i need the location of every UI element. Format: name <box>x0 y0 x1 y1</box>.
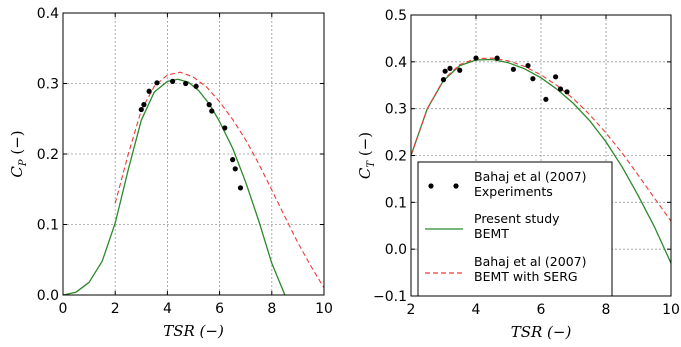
ct-y-label-main: C <box>356 167 374 179</box>
ct-y-tick-label: 0.5 <box>385 8 407 24</box>
cp-tick-labels: 0 2 4 6 8 10 0.0 0.1 0.2 0.3 0.4 <box>37 6 333 317</box>
legend-entry-present: Present study BEMT <box>425 211 560 241</box>
cp-x-label-main: TSR (−) <box>163 322 224 340</box>
cp-experiment-point <box>232 166 238 172</box>
cp-x-tick-label: 0 <box>59 301 68 317</box>
ct-tick-labels: 2 4 6 8 10 −0.1 0.0 0.1 0.2 0.3 0.4 0.5 <box>373 8 680 318</box>
cp-y-tick-label: 0.4 <box>37 6 59 22</box>
cp-experiment-point <box>206 102 212 108</box>
ct-experiment-point <box>530 76 536 82</box>
cp-experiment-points <box>138 78 244 191</box>
cp-experiment-point <box>138 106 144 113</box>
ct-experiment-point <box>473 55 479 61</box>
ct-experiment-point <box>510 66 516 72</box>
cp-y-tick-label: 0.0 <box>37 288 59 304</box>
ct-experiment-point <box>440 77 447 83</box>
cp-experiment-point <box>146 88 152 94</box>
cp-y-label-sub: P <box>18 159 29 167</box>
cp-x-tick-label: 8 <box>267 301 276 317</box>
legend-present-line1: Present study <box>474 211 560 226</box>
legend-experiments-line2: Experiments <box>474 184 553 199</box>
legend-experiments-line1: Bahaj et al (2007) <box>474 169 587 184</box>
cp-chart: 0 2 4 6 8 10 0.0 0.1 0.2 0.3 0.4 TSR (−) CP (−) <box>8 6 333 340</box>
legend-serg-line1: Bahaj et al (2007) <box>474 254 587 269</box>
ct-y-tick-label: 0.0 <box>385 242 407 258</box>
ct-chart: 2 4 6 8 10 −0.1 0.0 0.1 0.2 0.3 0.4 0.5 TSR (−) CT … <box>356 8 680 341</box>
ct-y-tick-label: 0.2 <box>385 149 407 165</box>
ct-experiment-point <box>564 89 570 95</box>
ct-x-tick-label: 8 <box>602 302 611 318</box>
cp-grid <box>62 12 325 296</box>
cp-x-tick-label: 4 <box>163 301 172 317</box>
cp-x-tick-label: 6 <box>215 301 224 317</box>
cp-y-axis-label: CP (−) <box>8 130 29 177</box>
ct-experiment-point <box>494 55 500 61</box>
ct-y-tick-label: −0.1 <box>373 289 407 305</box>
ct-x-tick-label: 10 <box>662 302 680 318</box>
cp-experiment-point <box>170 78 176 84</box>
cp-x-tick-label: 10 <box>315 301 333 317</box>
cp-plot-frame <box>62 12 325 296</box>
cp-experiment-point <box>154 80 160 86</box>
legend-present-line2: BEMT <box>474 226 509 241</box>
cp-serg-curve <box>114 71 325 289</box>
cp-curves <box>62 71 325 296</box>
cp-y-tick-label: 0.1 <box>37 218 59 234</box>
legend-entry-experiments: Bahaj et al (2007) Experiments <box>428 169 587 199</box>
ct-experiment-point <box>442 68 448 74</box>
ct-y-axis-label: CT (−) <box>356 132 377 179</box>
ct-y-label-rest: (−) <box>356 132 374 161</box>
cp-experiment-point <box>183 80 189 87</box>
ct-present-curve <box>410 58 672 264</box>
cp-experiment-point <box>209 108 215 114</box>
legend-marker-dot <box>428 183 434 189</box>
ct-experiment-point <box>543 96 549 102</box>
cp-x-axis-label: TSR (−) <box>163 322 224 340</box>
cp-experiment-point <box>222 125 228 131</box>
cp-experiment-point <box>237 185 244 191</box>
cp-experiment-point <box>230 157 236 163</box>
ct-experiment-point <box>525 62 531 69</box>
ct-serg-curve <box>410 57 672 222</box>
cp-y-label-rest: (−) <box>8 130 26 159</box>
ct-x-tick-label: 4 <box>472 302 481 318</box>
ct-x-axis-label: TSR (−) <box>511 323 572 341</box>
cp-experiment-point <box>141 102 147 108</box>
ct-y-tick-label: 0.3 <box>385 102 407 118</box>
legend-entry-serg: Bahaj et al (2007) BEMT with SERG <box>425 254 587 284</box>
ct-x-label-main: TSR (−) <box>511 323 572 341</box>
ct-experiment-point <box>457 67 463 73</box>
ct-x-tick-label: 2 <box>407 302 416 318</box>
cp-y-label-main: C <box>8 166 26 178</box>
ct-legend: Bahaj et al (2007) Experiments Present s… <box>417 161 613 297</box>
ct-curves <box>410 57 672 264</box>
cp-present-curve <box>62 78 286 296</box>
ct-y-label-sub: T <box>366 160 377 168</box>
cp-x-tick-label: 2 <box>111 301 120 317</box>
ct-y-tick-label: 0.1 <box>385 195 407 211</box>
ct-x-tick-label: 6 <box>537 302 546 318</box>
legend-serg-line2: BEMT with SERG <box>474 269 578 284</box>
ct-y-tick-label: 0.4 <box>385 55 407 71</box>
ct-experiment-points <box>440 55 570 102</box>
cp-experiment-point <box>193 83 199 89</box>
cp-y-tick-label: 0.3 <box>37 77 59 93</box>
ct-experiment-point <box>553 74 559 80</box>
ct-experiment-point <box>447 65 453 71</box>
legend-marker-dot <box>453 183 459 189</box>
ct-experiment-point <box>557 86 564 92</box>
cp-y-tick-label: 0.2 <box>37 147 59 163</box>
